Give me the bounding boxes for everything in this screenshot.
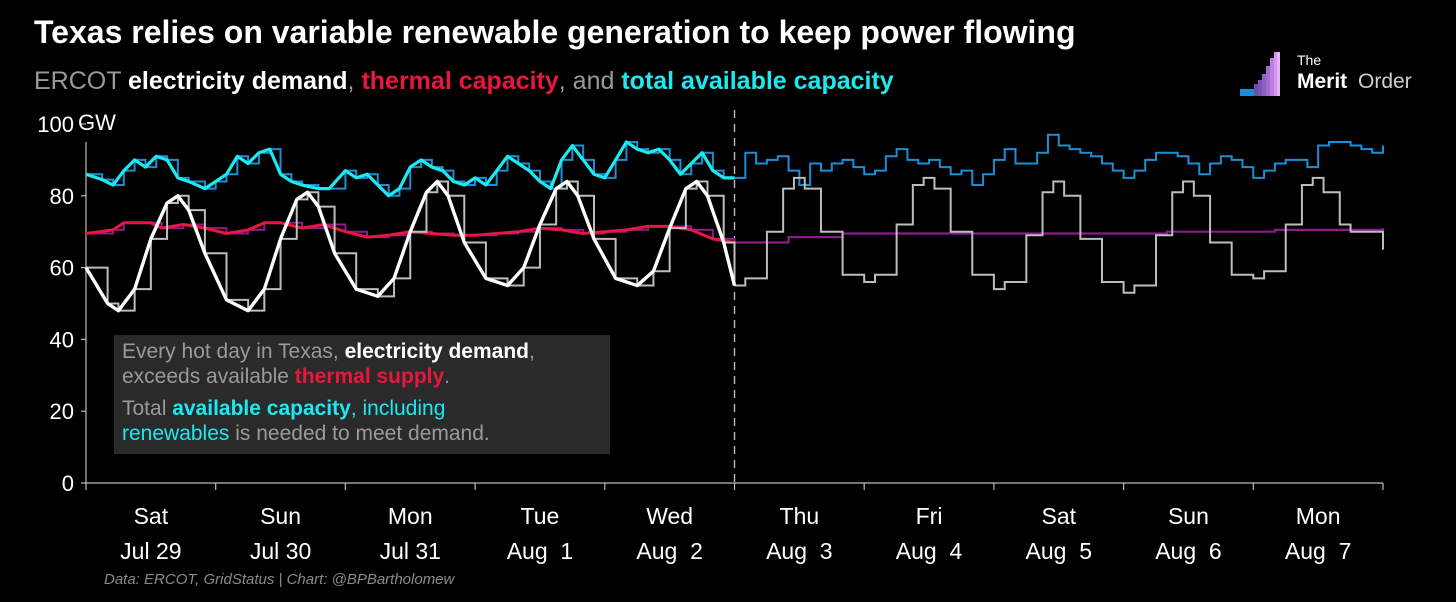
subtitle-prefix: ERCOT: [34, 67, 122, 95]
chart-subtitle: ERCOT electricity demand, thermal capaci…: [34, 67, 894, 96]
x-tick-date: Aug 6: [1155, 538, 1222, 564]
x-tick-day: Mon: [1296, 503, 1341, 529]
annot-l1a: Every hot day in Texas,: [122, 340, 339, 363]
x-tick-date: Aug 2: [636, 538, 703, 564]
subtitle-sep2: , and: [558, 67, 615, 95]
annot-l1b: electricity demand: [344, 340, 529, 363]
y-axis-unit: GW: [78, 110, 116, 135]
thermal-forecast-line: [734, 228, 1385, 244]
demand-history-step: [86, 180, 736, 312]
x-tick-day: Mon: [388, 503, 433, 529]
logo-merit: Merit: [1297, 70, 1348, 93]
annot-l1c: ,: [528, 340, 535, 363]
x-tick-date: Jul 30: [250, 538, 311, 564]
annot-l4a: renewables: [122, 422, 230, 445]
thermal-actual-line: [85, 221, 735, 244]
annot-l3c: , including: [350, 397, 446, 420]
x-tick-date: Aug 7: [1285, 538, 1352, 564]
subtitle-demand: electricity demand: [128, 67, 348, 95]
annot-l2a: exceeds available: [122, 365, 289, 388]
demand-forecast-line: [734, 176, 1384, 294]
annot-l3b: available capacity: [172, 397, 351, 420]
x-tick-date: Aug 3: [766, 538, 833, 564]
subtitle-available: total available capacity: [621, 67, 894, 95]
y-tick-label: 20: [50, 399, 74, 424]
x-tick-date: Aug 4: [896, 538, 963, 564]
logo-the: The: [1297, 52, 1322, 68]
annot-l4b: is needed to meet demand.: [229, 422, 490, 445]
annot-l2c: .: [444, 365, 451, 388]
annotation-para-2: Total available capacity, including rene…: [122, 396, 602, 446]
logo-order: Order: [1358, 70, 1412, 93]
x-tick-day: Sun: [260, 503, 301, 529]
x-tick-day: Wed: [646, 503, 693, 529]
available-forecast-line: [734, 133, 1384, 187]
y-tick-label: 60: [50, 256, 74, 281]
x-tick-day: Sat: [1041, 503, 1076, 529]
available-actual-line: [85, 140, 735, 198]
y-tick-label: 80: [50, 184, 74, 209]
y-tick-label: 100: [37, 112, 74, 137]
merit-order-logo-icon: [1240, 52, 1280, 96]
x-tick-day: Fri: [916, 503, 943, 529]
annot-l2b: thermal supply: [294, 365, 445, 388]
x-tick-day: Thu: [780, 503, 820, 529]
demand-actual-line: [84, 179, 737, 313]
x-tick-day: Sat: [134, 503, 169, 529]
y-tick-label: 40: [50, 327, 74, 352]
chart-title: Texas relies on variable renewable gener…: [34, 14, 1076, 50]
source-note: Data: ERCOT, GridStatus | Chart: @BPBart…: [104, 571, 455, 588]
subtitle-sep1: ,: [347, 67, 355, 95]
x-tick-date: Jul 31: [380, 538, 441, 564]
x-tick-date: Aug 1: [507, 538, 574, 564]
x-tick-date: Aug 5: [1026, 538, 1093, 564]
subtitle-thermal: thermal capacity: [361, 67, 559, 95]
x-tick-date: Jul 29: [120, 538, 181, 564]
annot-l3a: Total: [122, 397, 167, 420]
x-tick-day: Tue: [521, 503, 560, 529]
annotation-para-1: Every hot day in Texas, electricity dema…: [122, 339, 602, 389]
x-tick-day: Sun: [1168, 503, 1209, 529]
y-tick-label: 0: [62, 471, 74, 496]
annotation-box: Every hot day in Texas, electricity dema…: [114, 335, 610, 454]
